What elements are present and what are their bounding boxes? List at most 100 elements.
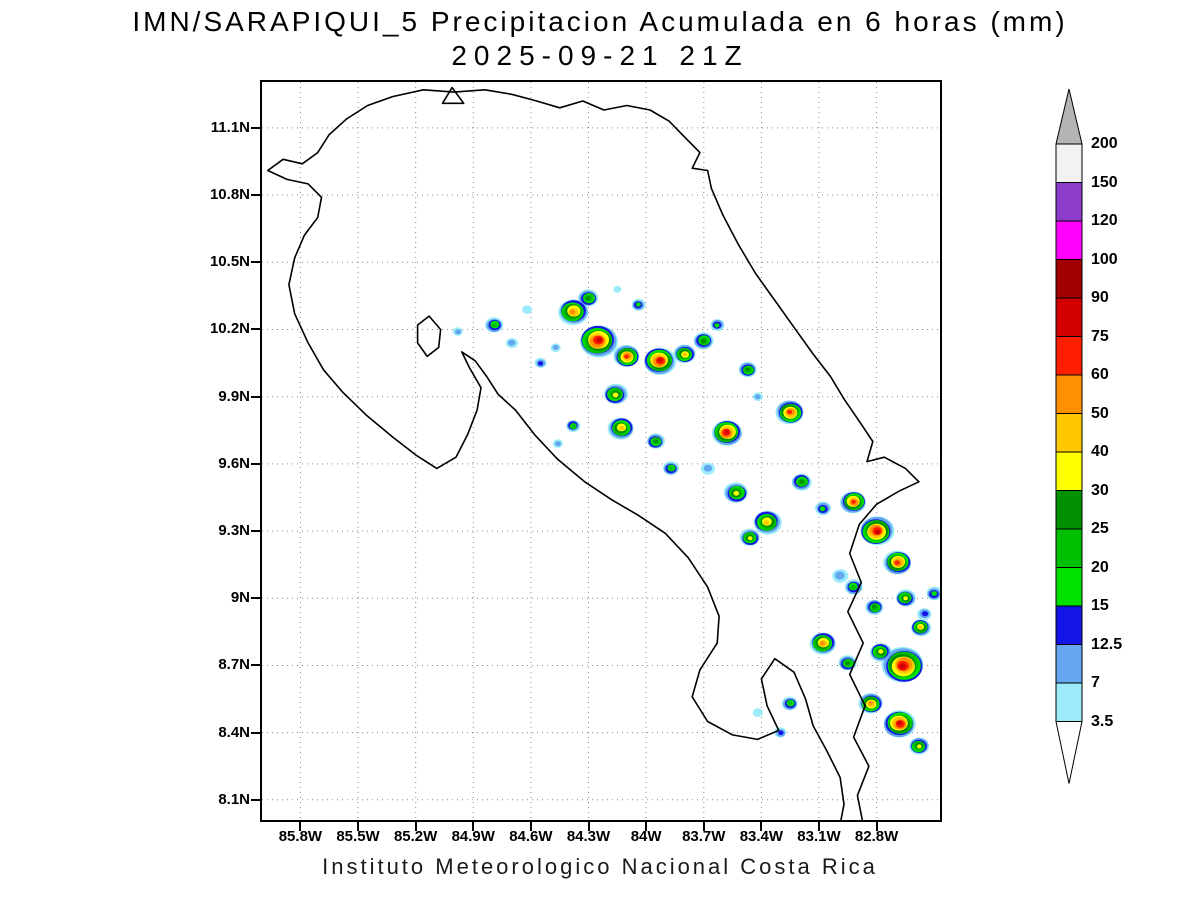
colorbar-tick-label: 30 — [1091, 481, 1109, 499]
colorbar-segment — [1055, 605, 1083, 645]
colorbar-tick-label: 200 — [1091, 135, 1118, 152]
colorbar-segment — [1055, 682, 1083, 722]
colorbar-segment — [1055, 567, 1083, 607]
lat-tick-label: 8.4N — [218, 723, 250, 741]
precip-contour — [703, 464, 713, 472]
colorbar-segment — [1055, 490, 1083, 530]
precip-contour — [918, 625, 923, 630]
lon-tick-mark — [529, 822, 532, 831]
colorbar-tick-label: 12.5 — [1091, 635, 1123, 653]
precip-contour — [537, 361, 544, 366]
lat-tick-mark — [251, 126, 260, 129]
colorbar-segment — [1055, 336, 1083, 376]
lake-outline — [416, 315, 442, 358]
precip-contour — [896, 720, 902, 726]
lon-tick-mark — [760, 822, 763, 831]
coastline-path — [267, 89, 920, 820]
colorbar-tick-label: 15 — [1091, 597, 1109, 614]
precip-contour — [508, 339, 516, 346]
colorbar-tick-label: 90 — [1091, 289, 1109, 306]
precip-contour — [894, 560, 900, 565]
precip-contour — [835, 571, 845, 580]
lat-tick-label: 10.2N — [209, 320, 250, 338]
lat-tick-mark — [251, 798, 260, 801]
colorbar-tick-label: 7 — [1091, 674, 1100, 691]
coastlines — [267, 86, 920, 820]
colorbar-tick-label: 3.5 — [1091, 712, 1114, 730]
precip-contour — [571, 424, 576, 428]
precip-contour — [903, 596, 908, 601]
precip-contour — [682, 352, 688, 357]
lon-tick-mark — [472, 822, 475, 831]
precip-contour — [669, 466, 674, 471]
precip-contour — [872, 604, 877, 609]
lon-tick-label: 84.3W — [566, 828, 611, 845]
precip-contour — [868, 700, 873, 705]
lon-tick-mark — [875, 822, 878, 831]
precip-contour — [921, 611, 929, 617]
lon-tick-mark — [414, 822, 417, 831]
lon-tick-label: 85.2W — [393, 828, 438, 845]
precip-contour — [752, 708, 763, 717]
gridlines — [262, 82, 940, 820]
lat-tick-mark — [251, 597, 260, 600]
lat-tick-label: 8.1N — [218, 790, 250, 808]
precip-contour — [653, 439, 659, 444]
precip-contour — [724, 429, 730, 434]
lon-tick-label: 84W — [630, 828, 662, 845]
lon-tick-mark — [587, 822, 590, 831]
lon-tick-mark — [702, 822, 705, 831]
precip-contour — [878, 649, 884, 654]
precip-contour — [733, 490, 740, 496]
precip-contour — [491, 322, 497, 328]
colorbar-tick-label: 120 — [1091, 212, 1118, 229]
chart-subtitle-datetime: 2025-09-21 21Z — [451, 40, 749, 71]
lat-tick-mark — [251, 194, 260, 197]
lat-tick-label: 11.1N — [210, 118, 250, 136]
lon-tick-label: 83.1W — [797, 828, 841, 845]
precip-contour — [569, 309, 576, 315]
precip-contour — [657, 357, 663, 363]
precip-contour — [799, 479, 805, 484]
precip-contour — [624, 354, 629, 359]
lon-tick-mark — [357, 822, 360, 831]
lat-tick-label: 10.8N — [209, 186, 250, 204]
precip-contour — [747, 536, 753, 541]
lat-tick-label: 9.3N — [218, 522, 250, 540]
colorbar-segment — [1055, 413, 1083, 453]
precipitation-map-canvas — [262, 82, 940, 820]
island-outline — [441, 86, 465, 105]
colorbar-segment — [1055, 374, 1083, 414]
precip-contour — [714, 323, 720, 328]
colorbar-segment — [1055, 297, 1083, 337]
colorbar-tick-label: 20 — [1091, 558, 1109, 576]
lon-tick-label: 84.6W — [509, 828, 553, 845]
precip-contour — [845, 661, 850, 666]
precip-contour — [555, 441, 561, 447]
precip-contour — [552, 344, 559, 350]
precip-contour — [619, 426, 625, 431]
lon-tick-mark — [645, 822, 648, 831]
precip-contour — [745, 367, 750, 372]
precip-contour — [931, 591, 937, 596]
chart-title: IMN/SARAPIQUI_5 Precipitacion Acumulada … — [132, 6, 1068, 37]
lon-tick-label: 82.8W — [854, 828, 899, 845]
precip-contour — [585, 296, 591, 301]
lat-tick-label: 9.9N — [218, 387, 250, 405]
lat-tick-mark — [251, 462, 260, 465]
colorbar-segment — [1055, 259, 1083, 299]
lon-tick-label: 83.7W — [682, 828, 726, 845]
lat-tick-mark — [251, 664, 260, 667]
colorbar-under-arrow — [1055, 721, 1083, 784]
lon-tick-mark — [299, 822, 302, 831]
lat-tick-mark — [251, 328, 260, 331]
precip-contour — [635, 302, 641, 307]
footer-credit: Instituto Meteorologico Nacional Costa R… — [322, 854, 878, 879]
precip-contour — [787, 701, 793, 706]
precip-contour — [455, 329, 462, 335]
colorbar-segment — [1055, 143, 1083, 183]
colorbar-segment — [1055, 182, 1083, 222]
lon-tick-label: 83.4W — [739, 828, 784, 845]
precip-contour — [613, 285, 622, 293]
precip-contour — [763, 520, 770, 526]
